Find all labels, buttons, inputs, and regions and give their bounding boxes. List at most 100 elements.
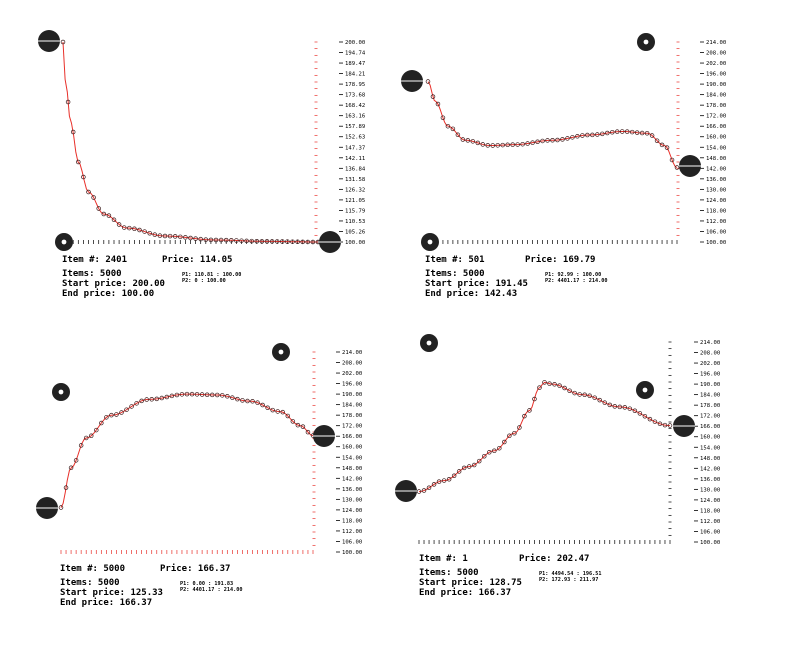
p1-coordinates: P1: 92.99 : 100.00 bbox=[545, 272, 601, 278]
curve-point bbox=[612, 404, 618, 409]
curve-point bbox=[440, 115, 446, 120]
curve-point bbox=[572, 390, 577, 396]
curve-point bbox=[622, 405, 628, 410]
curve-point bbox=[157, 233, 163, 238]
curve-point bbox=[305, 239, 311, 245]
curve-point bbox=[116, 222, 122, 227]
curve-point bbox=[152, 232, 158, 237]
curve-point bbox=[580, 133, 585, 138]
curve-point bbox=[451, 473, 457, 478]
y-tick-label: 112.00 bbox=[700, 519, 720, 525]
y-tick-label: 142.00 bbox=[700, 466, 720, 472]
curve-point bbox=[124, 407, 129, 412]
curve-point bbox=[245, 398, 250, 404]
curve-point bbox=[285, 239, 290, 244]
curve-point bbox=[76, 159, 81, 165]
chart-panel-1: 200.00 194.74 189.47 184.21 178.95 173.68 168.… bbox=[38, 30, 366, 299]
p2-coordinates: P2: 0 : 100.00 bbox=[182, 278, 226, 284]
y-tick-label: 124.00 bbox=[706, 198, 726, 204]
curve-point bbox=[657, 421, 663, 427]
y-tick-label: 208.00 bbox=[700, 351, 720, 357]
curve-point bbox=[220, 393, 225, 398]
y-tick-label: 106.00 bbox=[342, 539, 362, 545]
curve-point bbox=[223, 237, 229, 243]
curve-point bbox=[199, 392, 205, 397]
curve-point bbox=[204, 392, 210, 398]
control-point-p1-handle-center bbox=[61, 239, 67, 245]
end-price-label: End price: 166.37 bbox=[60, 597, 152, 608]
control-point-p1-handle-center bbox=[58, 389, 64, 395]
chart-panel-3: 214.00 208.00 202.00 196.00 190.00 184.00 178.… bbox=[36, 343, 362, 608]
price-label: Price: 114.05 bbox=[162, 254, 232, 265]
y-tick-label: 196.00 bbox=[700, 372, 720, 378]
y-tick-label: 142.00 bbox=[706, 166, 726, 172]
y-tick-label: 121.05 bbox=[345, 198, 365, 204]
y-tick-label: 214.00 bbox=[706, 40, 726, 46]
curve-point bbox=[602, 400, 607, 405]
curve-point bbox=[667, 423, 673, 428]
curve-point bbox=[106, 213, 112, 218]
y-tick-label: 163.16 bbox=[345, 114, 365, 120]
y-tick-label: 194.74 bbox=[345, 51, 366, 57]
curve-point bbox=[659, 142, 665, 148]
curve-point bbox=[600, 131, 605, 137]
y-tick-label: 172.00 bbox=[706, 114, 726, 120]
curve-point bbox=[610, 129, 615, 135]
y-tick-label: 136.00 bbox=[342, 487, 362, 493]
curve-point bbox=[542, 380, 547, 385]
y-tick-label: 166.00 bbox=[706, 124, 726, 130]
p2-coordinates: P2: 172.93 : 211.97 bbox=[539, 577, 598, 583]
curve-point bbox=[214, 392, 220, 398]
curve-point bbox=[495, 143, 500, 148]
curve-point bbox=[218, 237, 224, 243]
price-label: Price: 202.47 bbox=[519, 553, 589, 564]
y-tick-label: 202.00 bbox=[342, 371, 362, 377]
chart-panel-2: 214.00 208.00 202.00 196.00 190.00 184.00 178.… bbox=[401, 33, 726, 299]
y-tick-label: 184.00 bbox=[706, 93, 726, 99]
curve-point bbox=[647, 416, 653, 422]
curve-point bbox=[189, 391, 195, 397]
curve-point bbox=[88, 433, 94, 439]
items-count-label: Items: 5000 bbox=[62, 269, 122, 279]
y-tick-label: 178.95 bbox=[345, 82, 365, 88]
y-tick-label: 130.00 bbox=[706, 187, 726, 193]
y-tick-label: 184.21 bbox=[345, 72, 365, 78]
curve-point bbox=[198, 236, 203, 242]
p2-coordinates: P2: 4401.17 : 214.00 bbox=[545, 278, 607, 284]
y-tick-label: 154.00 bbox=[342, 455, 362, 461]
curve-point bbox=[565, 136, 570, 141]
y-tick-label: 190.00 bbox=[706, 82, 726, 88]
y-tick-label: 136.00 bbox=[706, 177, 726, 183]
control-point-p2-handle-center bbox=[642, 387, 648, 393]
curve-point bbox=[465, 138, 471, 143]
curve-point bbox=[280, 239, 285, 244]
start-price-label: Start price: 128.75 bbox=[419, 577, 522, 588]
y-tick-label: 172.00 bbox=[700, 414, 720, 420]
y-tick-label: 100.00 bbox=[345, 240, 365, 246]
curve-point bbox=[134, 401, 139, 406]
curve-point bbox=[557, 383, 562, 388]
start-price-label: Start price: 191.45 bbox=[425, 278, 528, 289]
y-tick-label: 148.00 bbox=[342, 466, 362, 472]
curve-point bbox=[532, 396, 537, 402]
price-curve bbox=[62, 41, 318, 243]
curve-point bbox=[669, 157, 675, 163]
curve-point bbox=[225, 394, 230, 399]
y-tick-label: 166.00 bbox=[700, 424, 720, 430]
y-tick-label: 173.68 bbox=[345, 93, 366, 99]
curve-point bbox=[470, 139, 476, 144]
curve-point bbox=[147, 230, 152, 236]
curve-point bbox=[644, 130, 650, 136]
end-price-label: End price: 166.37 bbox=[419, 587, 511, 598]
curve-point bbox=[104, 415, 109, 420]
y-tick-label: 100.00 bbox=[342, 550, 362, 556]
curve-point bbox=[455, 132, 461, 138]
price-label: Price: 166.37 bbox=[160, 563, 230, 574]
curve-point bbox=[527, 408, 532, 413]
curve-point bbox=[230, 395, 235, 400]
curve-point bbox=[234, 238, 239, 243]
curve-point bbox=[213, 237, 219, 243]
items-count-label: Items: 5000 bbox=[60, 578, 120, 588]
curve-point bbox=[597, 397, 602, 403]
